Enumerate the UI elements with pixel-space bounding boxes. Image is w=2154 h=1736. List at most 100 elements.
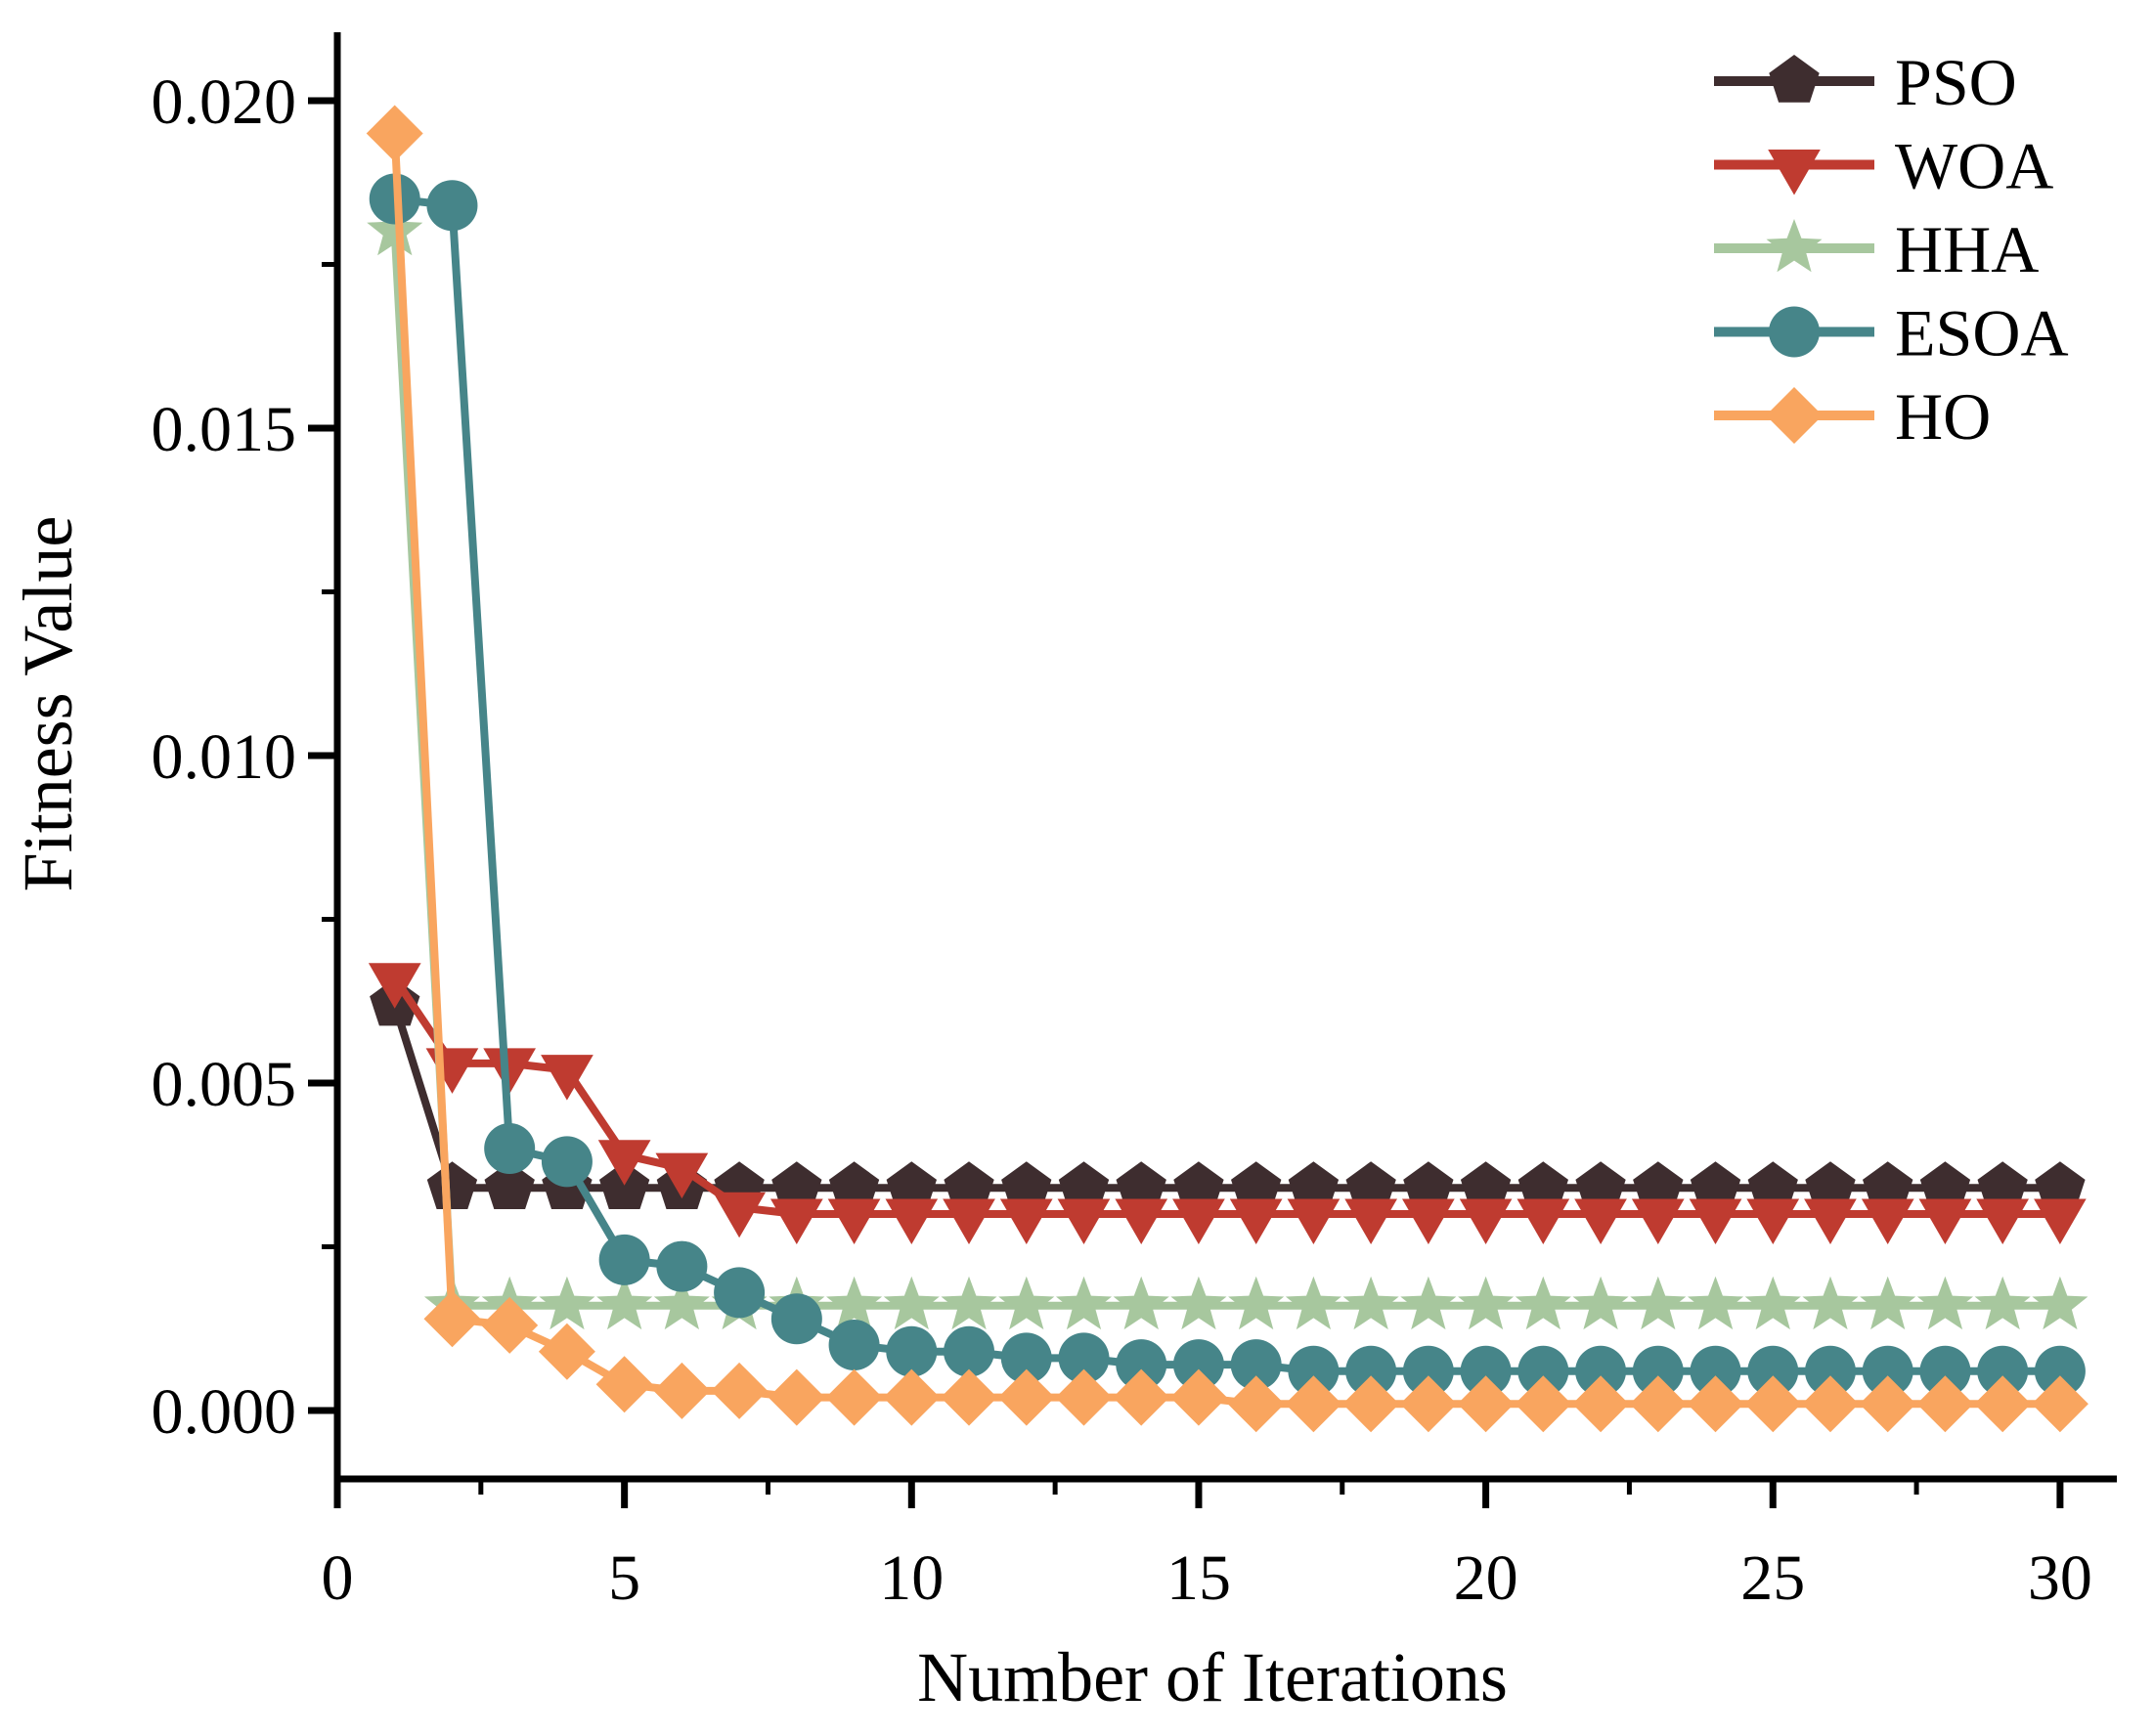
series-marker-esoa <box>770 1293 822 1345</box>
series-marker-ho <box>1169 1368 1227 1426</box>
series-marker-pso <box>771 1161 822 1209</box>
series-marker-ho <box>595 1356 653 1413</box>
series-marker-pso <box>828 1161 880 1209</box>
x-tick-label: 0 <box>322 1542 354 1614</box>
series-marker-ho <box>768 1368 825 1426</box>
series-marker-hha <box>1630 1276 1687 1330</box>
series-marker-woa <box>1574 1198 1627 1244</box>
x-tick-label: 30 <box>2028 1542 2092 1614</box>
series-marker-pso <box>2035 1161 2086 1209</box>
series-marker-hha <box>1688 1276 1744 1330</box>
legend-label-esoa: ESOA <box>1895 296 2069 370</box>
series-marker-hha <box>653 1276 710 1330</box>
series-marker-woa <box>1804 1198 1857 1244</box>
series-marker-woa <box>425 1048 479 1094</box>
series-marker-hha <box>1802 1276 1859 1330</box>
series-marker-woa <box>541 1055 593 1101</box>
series-marker-woa <box>1459 1198 1513 1244</box>
legend-item-esoa: ESOA <box>1714 296 2069 370</box>
x-tick-label: 5 <box>608 1542 640 1614</box>
series-marker-esoa <box>1058 1332 1110 1384</box>
series-marker-ho <box>1055 1368 1113 1426</box>
legend-item-woa: WOA <box>1714 129 2053 203</box>
series-marker-hha <box>998 1276 1055 1330</box>
y-tick-label: 0.010 <box>152 721 297 793</box>
series-marker-ho <box>1113 1368 1170 1426</box>
series-marker-ho <box>2031 1375 2088 1433</box>
series-marker-esoa <box>598 1234 650 1285</box>
series-marker-woa <box>1057 1198 1111 1244</box>
series-marker-esoa <box>1690 1345 1741 1397</box>
legend-label-woa: WOA <box>1895 129 2053 203</box>
series-marker-pso <box>1288 1161 1340 1209</box>
series-marker-hha <box>1916 1276 1973 1330</box>
series-marker-pso <box>426 1161 478 1209</box>
series-marker-esoa <box>1460 1345 1512 1397</box>
series-marker-pso <box>1863 1161 1913 1209</box>
series-marker-hha <box>2032 1276 2088 1330</box>
series-marker-ho <box>1744 1375 1802 1433</box>
series-marker-ho <box>1572 1375 1630 1433</box>
series-marker-woa <box>1689 1198 1742 1244</box>
series-marker-ho <box>653 1362 711 1419</box>
series-marker-woa <box>1115 1198 1168 1244</box>
series-marker-woa <box>2034 1198 2087 1244</box>
series-marker-ho <box>538 1323 595 1380</box>
series-marker-esoa <box>1345 1345 1397 1397</box>
series-marker-ho <box>1515 1375 1572 1433</box>
series-marker-ho <box>1859 1375 1916 1433</box>
series-marker-esoa <box>1000 1332 1052 1384</box>
series-marker-woa <box>885 1198 939 1244</box>
series-marker-ho <box>941 1368 997 1426</box>
series-marker-pso <box>1058 1161 1110 1209</box>
series-marker-hha <box>539 1276 595 1330</box>
series-marker-pso <box>886 1161 937 1209</box>
series-marker-hha <box>1860 1276 1916 1330</box>
y-axis-title: Fitness Value <box>9 516 87 892</box>
legend-marker-esoa <box>1769 306 1820 358</box>
series-marker-hha <box>1458 1276 1515 1330</box>
series-marker-hha <box>1170 1276 1227 1330</box>
x-tick-label: 10 <box>879 1542 944 1614</box>
series-marker-woa <box>1918 1198 1972 1244</box>
series-marker-esoa <box>886 1325 938 1377</box>
series-marker-pso <box>1116 1161 1166 1209</box>
series-marker-esoa <box>1230 1339 1282 1391</box>
series-marker-hha <box>1342 1276 1399 1330</box>
series-marker-pso <box>1747 1161 1798 1209</box>
series-marker-ho <box>1629 1375 1687 1433</box>
legend-marker-pso <box>1769 55 1820 103</box>
legend-item-pso: PSO <box>1714 45 2017 119</box>
series-marker-hha <box>941 1276 997 1330</box>
series-marker-woa <box>655 1152 709 1199</box>
series-marker-hha <box>367 202 423 256</box>
series-marker-esoa <box>1862 1345 1913 1397</box>
series-marker-hha <box>826 1276 883 1330</box>
series-marker-ho <box>1916 1375 1974 1433</box>
series-marker-woa <box>1229 1198 1283 1244</box>
series-marker-hha <box>1744 1276 1801 1330</box>
series-marker-esoa <box>1632 1345 1684 1397</box>
series-marker-esoa <box>426 180 478 232</box>
series-marker-woa <box>827 1198 881 1244</box>
series-line-esoa <box>394 195 2060 1375</box>
series-marker-pso <box>1575 1161 1626 1209</box>
series-marker-ho <box>711 1362 769 1419</box>
series-marker-esoa <box>484 1123 536 1174</box>
series-marker-ho <box>825 1368 883 1426</box>
y-tick-label: 0.020 <box>152 66 297 138</box>
legend-marker-ho <box>1766 387 1823 444</box>
series-marker-ho <box>423 1290 481 1348</box>
series-marker-woa <box>368 963 421 1009</box>
series-marker-ho <box>997 1368 1055 1426</box>
legend-marker-woa <box>1768 150 1821 195</box>
series-marker-hha <box>1113 1276 1169 1330</box>
series-marker-ho <box>1687 1375 1744 1433</box>
y-tick-label: 0.015 <box>152 394 297 465</box>
series-marker-ho <box>883 1368 941 1426</box>
series-marker-woa <box>597 1140 651 1186</box>
series-marker-pso <box>1977 1161 2028 1209</box>
series-marker-woa <box>1402 1198 1455 1244</box>
x-axis-title: Number of Iterations <box>917 1638 1508 1716</box>
